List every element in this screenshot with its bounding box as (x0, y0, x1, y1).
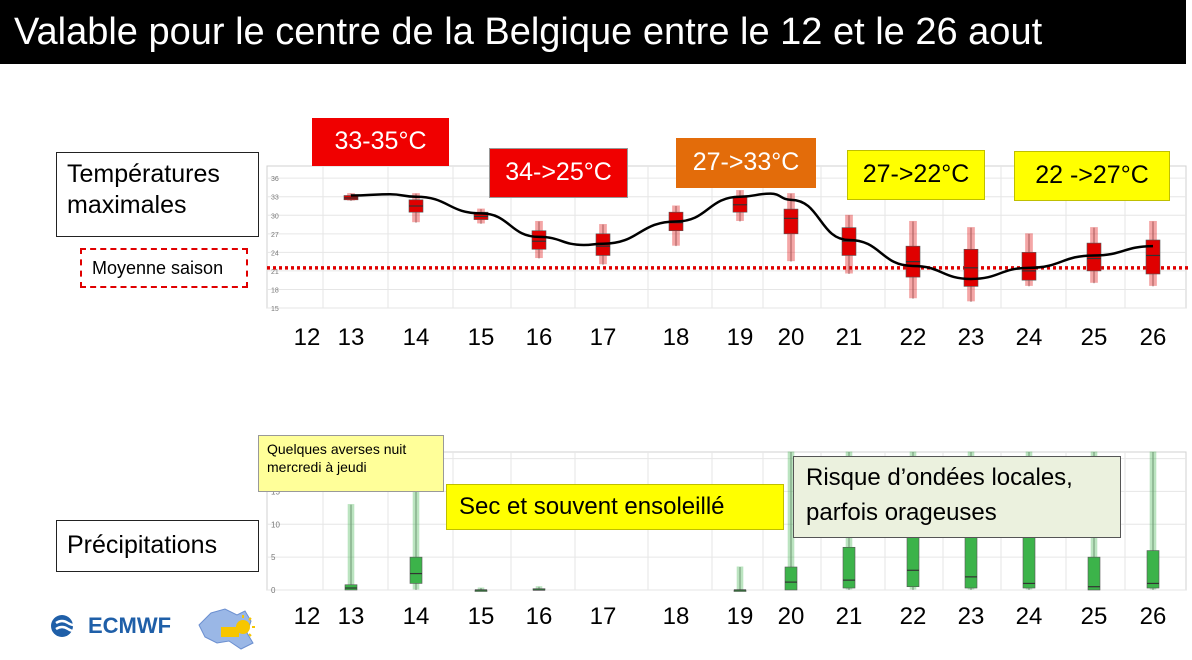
precip-y-tick: 10 (271, 520, 280, 529)
precip-box-26-range (1149, 451, 1157, 590)
temp-x-tick-18: 18 (663, 324, 690, 351)
precip-x-tick-20: 20 (778, 603, 805, 630)
precip-box-13-box (344, 584, 358, 591)
precip-box-19-range (736, 566, 744, 590)
temp-tag-2: 34->25°C (489, 148, 628, 198)
temperature-label: Températures maximales (56, 152, 259, 237)
dry-note: Sec et souvent ensoleillé (446, 484, 784, 530)
precip-x-tick-23: 23 (958, 603, 985, 630)
temp-tag-4: 27->22°C (847, 150, 985, 200)
temp-y-tick: 27 (271, 232, 279, 239)
precip-box-14-range (412, 474, 420, 590)
temp-x-tick-21: 21 (836, 324, 863, 351)
precipitation-label-text: Précipitations (67, 531, 218, 560)
temp-x-tick-13: 13 (338, 324, 365, 351)
precip-box-21-box (842, 546, 856, 589)
temp-x-tick-16: 16 (526, 324, 553, 351)
precip-x-tick-24: 24 (1016, 603, 1043, 630)
precip-box-16-range (535, 586, 543, 590)
temp-x-tick-22: 22 (900, 324, 927, 351)
temp-tag-5: 22 ->27°C (1014, 151, 1170, 201)
temp-box-16-box (531, 230, 547, 250)
precip-box-15-range (477, 587, 485, 590)
temp-x-tick-20: 20 (778, 324, 805, 351)
temp-x-tick-25: 25 (1081, 324, 1108, 351)
precip-box-13-range (347, 504, 355, 590)
temp-y-tick: 36 (271, 176, 279, 183)
info-meteo-logo (195, 603, 261, 658)
precip-x-tick-18: 18 (663, 603, 690, 630)
precip-box-20-range (787, 451, 795, 590)
ecmwf-logo: ECMWF (50, 613, 171, 639)
temp-box-24-box (1021, 252, 1037, 281)
temp-y-tick: 15 (271, 306, 279, 313)
precip-x-tick-13: 13 (338, 603, 365, 630)
page-title: Valable pour le centre de la Belgique en… (0, 0, 1186, 64)
temp-x-tick-12: 12 (294, 324, 321, 351)
precip-box-20-box (784, 566, 798, 591)
precip-x-tick-26: 26 (1140, 603, 1167, 630)
temp-y-tick: 21 (271, 269, 279, 276)
risk-note: Risque d’ondées locales, parfois orageus… (793, 456, 1121, 538)
temp-x-tick-19: 19 (727, 324, 754, 351)
precip-box-26-box (1146, 550, 1160, 589)
temp-box-20-box (783, 208, 799, 235)
precip-box-25-box (1087, 556, 1101, 591)
belgium-map-icon (198, 608, 255, 650)
precipitation-label: Précipitations (56, 520, 259, 572)
precip-x-tick-22: 22 (900, 603, 927, 630)
temp-box-26-box (1145, 239, 1161, 275)
precip-box-14-box (409, 556, 423, 584)
temperature-trend-line (350, 192, 1154, 281)
temp-x-tick-24: 24 (1016, 324, 1043, 351)
precip-x-tick-25: 25 (1081, 603, 1108, 630)
temperature-label-text: Températures maximales (67, 160, 220, 220)
season-average-label: Moyenne saison (80, 248, 248, 288)
precip-x-tick-15: 15 (468, 603, 495, 630)
precip-y-tick: 5 (271, 553, 276, 562)
precip-x-tick-17: 17 (590, 603, 617, 630)
temp-tag-1: 33-35°C (312, 118, 449, 166)
temp-x-tick-23: 23 (958, 324, 985, 351)
precip-x-tick-12: 12 (294, 603, 321, 630)
temp-x-tick-14: 14 (403, 324, 430, 351)
temp-y-tick: 24 (271, 250, 279, 257)
temp-box-25-box (1086, 242, 1102, 272)
temp-x-tick-17: 17 (590, 324, 617, 351)
temp-y-tick: 33 (271, 195, 279, 202)
showers-note: Quelques averses nuit mercredi à jeudi (258, 435, 444, 492)
temp-tag-3: 27->33°C (676, 138, 816, 188)
temp-x-tick-15: 15 (468, 324, 495, 351)
season-average-text: Moyenne saison (92, 257, 224, 278)
temp-y-tick: 18 (271, 287, 279, 294)
ecmwf-logo-text: ECMWF (88, 613, 172, 638)
precip-x-tick-19: 19 (727, 603, 754, 630)
ecmwf-logo-icon (51, 615, 81, 637)
precip-x-tick-16: 16 (526, 603, 553, 630)
precip-x-tick-14: 14 (403, 603, 430, 630)
precip-x-tick-21: 21 (836, 603, 863, 630)
precip-y-tick: 0 (271, 586, 276, 595)
temp-y-tick: 30 (271, 213, 279, 220)
temp-x-tick-26: 26 (1140, 324, 1167, 351)
